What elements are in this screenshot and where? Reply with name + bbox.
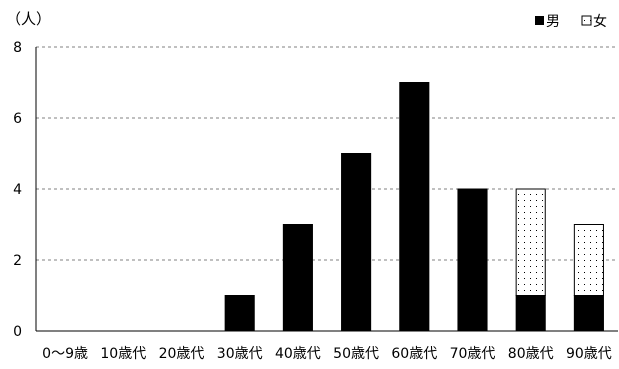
x-tick-label: 50歳代 [333,346,379,362]
y-tick-label: 6 [13,111,22,127]
x-axis-ticks: 0～9歳 10歳代 20歳代 30歳代 40歳代 50歳代 60歳代 70歳代 80歳代 90歳代 [42,346,612,362]
y-tick-label: 2 [13,253,22,269]
bar-male [282,224,313,332]
bar-male [224,295,255,332]
x-tick-label: 0～9歳 [42,346,88,362]
bar-female [573,224,604,296]
axes [35,47,618,332]
legend-label-male: 男 [546,14,560,30]
bar-male [573,295,604,332]
bar-male [341,153,372,332]
bar-male [457,188,488,332]
y-axis-ticks: 0 2 4 6 8 [13,40,22,340]
x-tick-label: 70歳代 [450,346,496,362]
bar-male [399,82,430,332]
bar-male [515,295,546,332]
legend-swatch-female [581,15,592,26]
gridlines [36,46,618,261]
x-tick-label: 90歳代 [566,346,612,362]
x-tick-label: 40歳代 [275,346,321,362]
y-unit-label: （人） [6,10,51,28]
legend: 男 女 [535,13,607,30]
x-tick-label: 10歳代 [100,346,146,362]
bar-female [515,188,546,296]
legend-swatch-male [535,16,544,25]
x-tick-label: 60歳代 [391,346,437,362]
y-tick-label: 8 [13,40,22,56]
y-tick-label: 0 [13,324,22,340]
y-tick-label: 4 [13,182,22,198]
x-tick-label: 30歳代 [217,346,263,362]
x-tick-label: 80歳代 [508,346,554,362]
legend-label-female: 女 [593,13,607,30]
bars [224,82,604,332]
x-tick-label: 20歳代 [159,346,205,362]
